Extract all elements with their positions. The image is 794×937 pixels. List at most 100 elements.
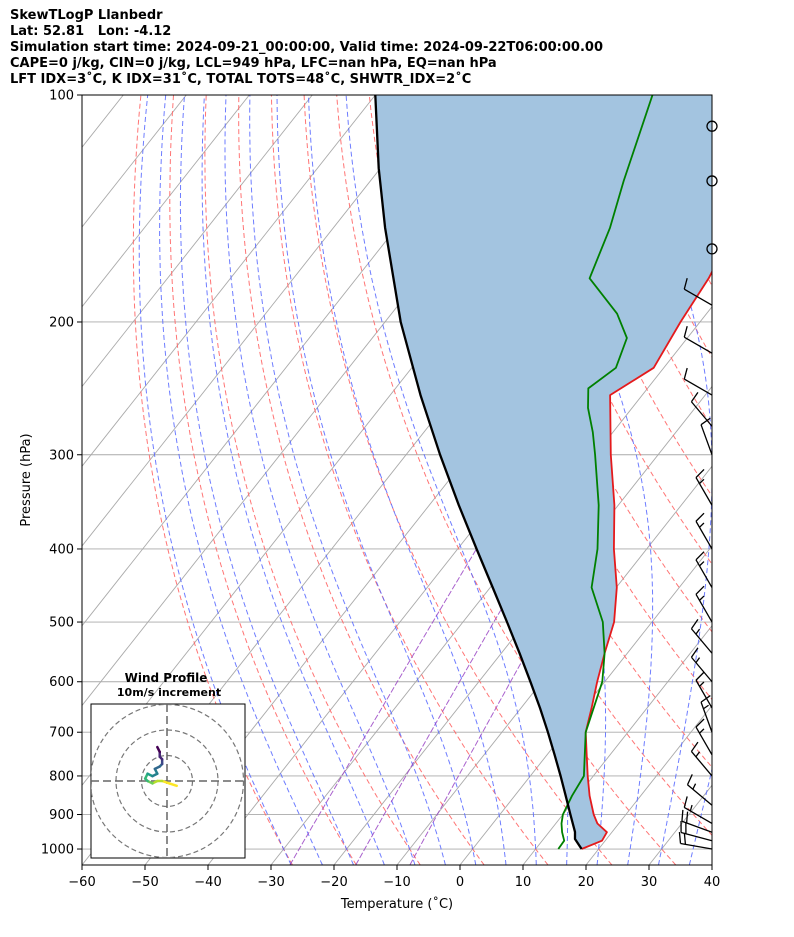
dewpoint-line <box>557 95 654 850</box>
wind-barb-flag <box>695 468 705 478</box>
moist-adiabat-line <box>308 95 507 865</box>
wind-barb-flag <box>683 832 687 845</box>
wind-barb-shaft <box>700 701 713 733</box>
cin-shade-area <box>375 95 712 849</box>
isotherm-line <box>82 95 250 308</box>
y-tick-label: 200 <box>49 315 74 330</box>
wind-barb-flag <box>690 618 699 630</box>
isotherm-line <box>333 385 712 865</box>
dry-adiabat-line <box>434 95 712 701</box>
x-tick-label: −50 <box>131 875 158 890</box>
hodograph-plot <box>91 704 245 858</box>
y-tick-label: 400 <box>49 542 74 557</box>
wind-barb-flag <box>695 512 705 522</box>
x-tick-label: −40 <box>194 875 221 890</box>
isotherm-line <box>585 704 712 865</box>
wind-barb-shaft <box>695 679 713 709</box>
dry-adiabat-line <box>270 95 549 865</box>
dry-adiabat-line <box>204 95 421 865</box>
y-tick-label: 1000 <box>41 843 74 858</box>
wind-barb-half-flag <box>695 751 701 758</box>
x-tick-label: −10 <box>383 875 410 890</box>
wind-barb-shaft <box>695 520 713 550</box>
wind-barb <box>695 468 713 506</box>
wind-barb <box>678 832 713 850</box>
time-line: Simulation start time: 2024-09-21_00:00:… <box>10 40 603 55</box>
wind-barb-flag <box>690 741 699 752</box>
y-tick-label: 300 <box>49 448 74 463</box>
wind-barb <box>681 809 713 833</box>
wind-barb-half-flag <box>699 478 705 485</box>
wind-barb-half-flag <box>699 595 705 601</box>
wind-barb <box>690 647 713 683</box>
x-axis-label: Temperature (˚C) <box>340 896 453 912</box>
wind-barb-flag <box>700 417 711 426</box>
wind-barb <box>683 367 713 396</box>
wind-barb <box>683 277 713 306</box>
wind-barb <box>683 326 713 354</box>
wind-barb-shaft <box>680 831 713 842</box>
temperature-line <box>581 269 712 850</box>
moist-adiabat-line <box>249 95 446 865</box>
dry-adiabat-line <box>564 95 712 429</box>
cape-cin-shading <box>375 95 712 849</box>
y-tick-label: 900 <box>49 808 74 823</box>
wind-barb-half-flag <box>699 681 705 687</box>
wind-barb <box>680 821 713 842</box>
y-tick-label: 700 <box>49 726 74 741</box>
moist-adiabat-line <box>720 95 794 865</box>
wind-barb-shaft <box>695 594 713 623</box>
mixing-ratio-line <box>355 548 537 865</box>
wind-barb <box>700 695 713 733</box>
wind-barb-flag <box>685 811 689 824</box>
hodograph-subtitle: 10m/s increment <box>117 686 221 699</box>
hodograph-title: Wind Profile <box>125 671 208 685</box>
wind-barb-half-flag <box>689 804 693 812</box>
hodograph-segment <box>160 779 171 785</box>
wind-barb-flag <box>686 774 693 785</box>
hodograph-segment <box>156 745 161 754</box>
wind-barb-flag <box>695 551 705 561</box>
wind-barb-flag <box>678 832 682 844</box>
wind-barb-flag <box>683 796 688 808</box>
wind-barb-flag <box>690 392 699 403</box>
isotherm-line <box>522 625 712 865</box>
wind-barb-shaft <box>687 784 713 806</box>
moist-adiabat-line <box>345 95 537 865</box>
dry-adiabat-line <box>132 95 293 865</box>
wind-barb-shaft <box>683 378 713 396</box>
wind-barb <box>683 796 713 825</box>
moist-adiabat-line <box>201 95 385 865</box>
x-tick-label: −60 <box>68 875 95 890</box>
wind-barb-shaft <box>695 559 713 588</box>
y-tick-label: 600 <box>49 675 74 690</box>
wind-barb-shaft <box>690 656 713 683</box>
wind-barb <box>695 551 713 588</box>
hodograph-ring <box>91 704 245 858</box>
dry-adiabat-line <box>499 95 712 565</box>
wind-barb <box>695 671 713 709</box>
wind-barb-shaft <box>695 477 713 506</box>
profile-lines <box>374 95 712 850</box>
wind-barb-flag <box>695 585 705 595</box>
calm-wind-circle <box>706 243 718 255</box>
isotherm-line <box>711 864 712 865</box>
wind-barb-shaft <box>700 424 713 455</box>
location-line: Lat: 52.81 Lon: -4.12 <box>10 24 172 39</box>
wind-barb-shaft <box>683 336 713 354</box>
moist-adiabat-line <box>159 95 323 865</box>
indices-line-1: CAPE=0 j/kg, CIN=0 j/kg, LCL=949 hPa, LF… <box>10 56 497 71</box>
wind-barb-shaft <box>681 820 713 833</box>
isotherm-line <box>396 465 712 865</box>
wind-barb-flag <box>700 695 711 703</box>
wind-barb-shaft <box>680 842 713 850</box>
y-tick-label: 100 <box>49 89 74 104</box>
wind-barb <box>690 618 713 654</box>
wind-barb <box>700 417 713 455</box>
y-tick-label: 500 <box>49 616 74 631</box>
wind-barb-shaft <box>690 628 713 654</box>
x-tick-label: −20 <box>320 875 347 890</box>
y-tick-label: 800 <box>49 769 74 784</box>
wind-barb-half-flag <box>699 561 705 567</box>
wind-barb-flag <box>683 367 688 380</box>
